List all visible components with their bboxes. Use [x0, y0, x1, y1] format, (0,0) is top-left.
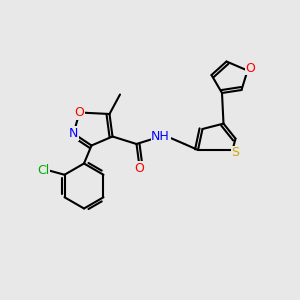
Text: O: O	[75, 106, 84, 119]
Text: Cl: Cl	[38, 164, 50, 177]
Text: O: O	[135, 161, 144, 175]
Text: N: N	[69, 127, 78, 140]
Text: S: S	[232, 146, 239, 160]
Text: NH: NH	[151, 130, 170, 143]
Text: O: O	[246, 61, 255, 75]
